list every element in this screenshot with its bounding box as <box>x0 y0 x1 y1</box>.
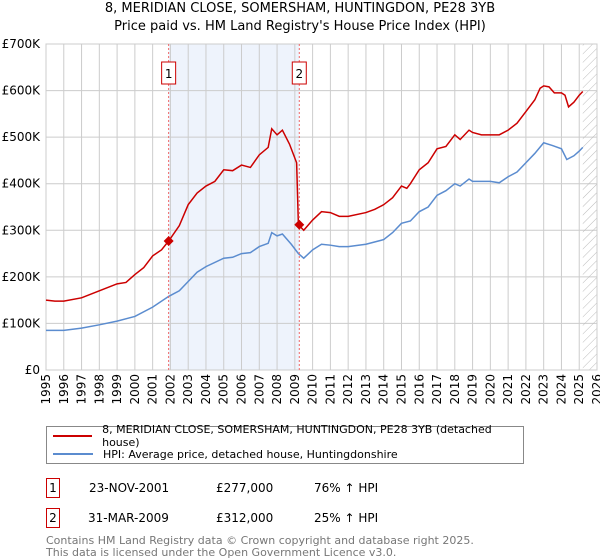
chart-title: 8, MERIDIAN CLOSE, SOMERSHAM, HUNTINGDON… <box>104 1 496 16</box>
legend-item-property: 8, MERIDIAN CLOSE, SOMERSHAM, HUNTINGDON… <box>53 423 523 449</box>
y-tick-label: £200K <box>2 270 42 284</box>
x-tick-label: 2023 <box>537 374 551 405</box>
y-tick-label: £300K <box>2 223 42 237</box>
sale-price: £277,000 <box>216 481 274 495</box>
x-tick-label: 2026 <box>590 374 600 405</box>
hpi-line <box>46 141 584 332</box>
sale-marker-label: 1 <box>165 67 173 81</box>
x-tick-label: 2000 <box>128 374 142 405</box>
plot-frame <box>45 43 598 371</box>
x-tick-label: 2006 <box>235 374 249 405</box>
sale-price: £312,000 <box>216 511 274 525</box>
x-tick-label: 2018 <box>448 374 462 405</box>
y-tick-label: £600K <box>2 84 42 98</box>
x-tick-label: 2003 <box>181 374 195 405</box>
legend-item-hpi: HPI: Average price, detached house, Hunt… <box>53 446 398 462</box>
x-tick-label: 2014 <box>377 374 391 405</box>
chart-subtitle: Price paid vs. HM Land Registry's House … <box>114 19 486 34</box>
forecast-hatch <box>582 44 597 370</box>
y-tick-label: £400K <box>2 177 42 191</box>
legend: 8, MERIDIAN CLOSE, SOMERSHAM, HUNTINGDON… <box>46 423 524 464</box>
x-tick-label: 2025 <box>572 374 586 405</box>
x-tick-label: 2010 <box>306 374 320 405</box>
x-tick-label: 1995 <box>39 374 53 405</box>
y-tick-label: £0 <box>25 363 40 377</box>
x-tick-label: 2024 <box>554 374 568 405</box>
sale-badge: 2 <box>46 508 60 528</box>
sale-point <box>163 235 174 246</box>
x-tick-label: 2021 <box>501 374 515 405</box>
x-tick-label: 1999 <box>110 374 124 405</box>
x-tick-label: 2012 <box>341 374 355 405</box>
x-tick-label: 2013 <box>359 374 373 405</box>
x-tick-label: 1996 <box>57 374 71 405</box>
y-tick-label: £500K <box>2 130 42 144</box>
legend-swatch <box>53 453 93 455</box>
footer-copyright: Contains HM Land Registry data © Crown c… <box>46 534 474 547</box>
x-tick-label: 2019 <box>466 374 480 405</box>
plot: 1995 1996 1997 1998 1999 2000 2001 2002 2003 2004… <box>2 37 600 405</box>
sale-point <box>294 219 305 230</box>
x-tick-label: 2008 <box>270 374 284 405</box>
sale-badge: 1 <box>46 478 60 498</box>
sale-hpi: 76% ↑ HPI <box>314 481 379 495</box>
x-tick-label: 2016 <box>412 374 426 405</box>
x-tick-label: 2017 <box>430 374 444 405</box>
x-tick-label: 2001 <box>146 374 160 405</box>
sale-date: 31-MAR-2009 <box>88 511 169 525</box>
x-tick-label: 1997 <box>75 374 89 405</box>
sale-marker-box <box>161 61 177 85</box>
legend-label: 8, MERIDIAN CLOSE, SOMERSHAM, HUNTINGDON… <box>102 423 492 449</box>
x-tick-label: 2002 <box>163 374 177 405</box>
footer-licence: This data is licensed under the Open Gov… <box>46 546 397 559</box>
sale-hpi: 25% ↑ HPI <box>314 511 379 525</box>
x-tick-label: 2022 <box>519 374 533 405</box>
x-tick-label: 2009 <box>288 374 302 405</box>
x-tick-label: 2011 <box>323 374 337 405</box>
x-tick-label: 2015 <box>394 374 408 405</box>
y-tick-label: £100K <box>2 316 42 330</box>
x-tick-label: 2004 <box>199 374 213 405</box>
sale-marker-label: 2 <box>295 67 303 81</box>
property-price-line <box>45 85 584 302</box>
footer: Contains HM Land Registry data © Crown c… <box>46 535 474 559</box>
y-tick-label: £700K <box>2 37 42 51</box>
legend-label: HPI: Average price, detached house, Hunt… <box>103 447 398 461</box>
x-tick-label: 2005 <box>217 374 231 405</box>
x-tick-label: 2007 <box>252 374 266 405</box>
sale-date: 23-NOV-2001 <box>89 481 170 495</box>
sale-marker-box <box>291 61 307 85</box>
x-tick-label: 1998 <box>92 374 106 405</box>
x-tick-label: 2020 <box>483 374 497 405</box>
legend-swatch <box>53 435 93 437</box>
